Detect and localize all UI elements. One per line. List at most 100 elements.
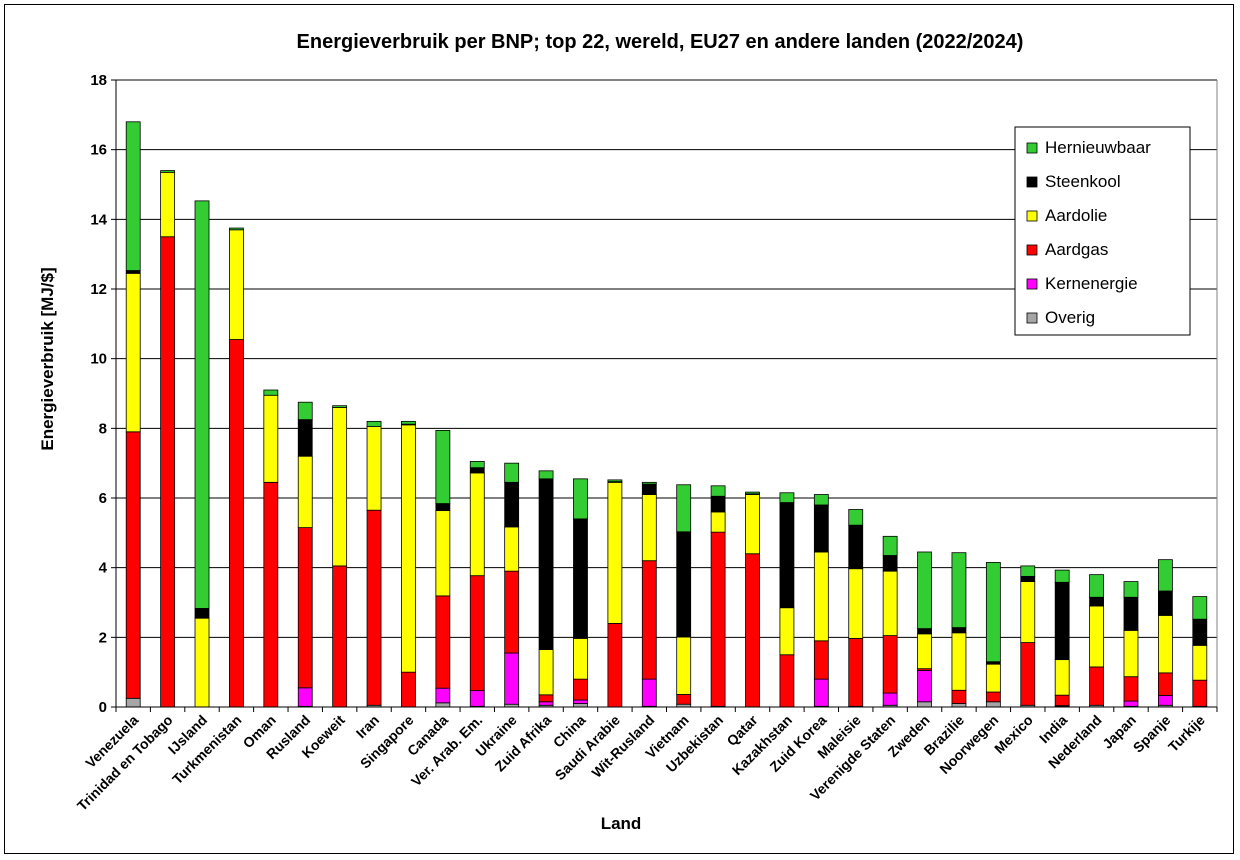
bar-segment-hernieuwbaar [125, 121, 141, 271]
bar-segment-aardolie [194, 617, 210, 708]
bar-segment-kernenergie [882, 692, 898, 706]
bar-segment-aardgas [779, 654, 795, 708]
bar-segment-overig [951, 703, 967, 708]
bar-segment-aardolie [676, 636, 692, 695]
bar-segment-hernieuwbaar [332, 405, 348, 408]
bar-segment-aardgas [1089, 666, 1104, 706]
bar-segment-kernenergie [1157, 695, 1173, 706]
bar-segment-aardgas [1054, 694, 1070, 707]
bar-segment-aardolie [641, 494, 657, 562]
x-tick-label: Mexico [991, 712, 1036, 757]
bar-chart: Energieverbruik per BNP; top 22, wereld,… [38, 31, 1218, 833]
y-tick-labels: 0 2 4 6 8 10 12 14 16 18 [90, 72, 107, 716]
bar-segment-aardgas [366, 509, 382, 706]
bar-segment-aardolie [125, 272, 141, 433]
legend-label-steenkool: Steenkool [1045, 172, 1121, 191]
legend-label-aardgas: Aardgas [1045, 240, 1108, 259]
bar-segment-aardgas [882, 635, 898, 694]
bar-segment-steenkool [504, 481, 520, 528]
legend-swatch-aardgas [1026, 244, 1038, 256]
bar-segment-aardgas [641, 560, 657, 680]
bar-segment-hernieuwbaar [779, 492, 795, 503]
bar-segment-aardgas [676, 694, 692, 705]
bar-segment-aardgas [848, 637, 864, 707]
bar-segment-aardolie [366, 426, 382, 511]
bar-segment-hernieuwbaar [676, 484, 692, 533]
bar-segment-aardgas [985, 691, 1001, 703]
bar-segment-hernieuwbaar [641, 481, 657, 485]
bar-segment-aardolie [160, 171, 176, 238]
legend-box [1014, 126, 1191, 336]
bar-segment-overig [435, 702, 451, 708]
bar-segment-hernieuwbaar [263, 389, 279, 396]
bar-segment-hernieuwbaar [401, 420, 416, 425]
bar-segment-overig [573, 703, 588, 708]
bar-segment-aardgas [125, 431, 141, 699]
axes [111, 79, 1218, 712]
bar-segment-hernieuwbaar [1123, 581, 1139, 598]
bar-segment-hernieuwbaar [160, 170, 176, 173]
bar-segment-aardolie [1123, 629, 1139, 678]
bar-segment-aardolie [710, 511, 726, 533]
bar-segment-aardgas [1020, 642, 1036, 706]
bar-segment-aardolie [263, 394, 279, 483]
bar-segment-steenkool [848, 524, 864, 570]
bar-segment-aardolie [985, 663, 1001, 693]
legend-label-hernieuwbaar: Hernieuwbaar [1045, 138, 1151, 157]
bar-segment-aardgas [435, 595, 451, 689]
bar-segment-overig [985, 701, 1001, 708]
bar-segment-aardgas [573, 678, 588, 701]
legend-swatch-kernenergie [1026, 278, 1038, 290]
bar-segment-kernenergie [435, 687, 451, 704]
bar-segment-hernieuwbaar [607, 479, 623, 483]
bar-segment-aardolie [401, 424, 416, 673]
legend-swatch-aardolie [1026, 210, 1038, 222]
bar-segment-steenkool [573, 518, 588, 639]
y-tick-label: 4 [99, 560, 108, 577]
bar-segment-aardolie [538, 649, 554, 696]
y-tick-label: 14 [90, 211, 107, 228]
bar-segment-steenkool [917, 628, 932, 635]
bar-segment-overig [125, 697, 141, 708]
bar-segment-hernieuwbaar [194, 200, 210, 609]
bar-segment-hernieuwbaar [985, 562, 1001, 663]
bar-segment-hernieuwbaar [1089, 574, 1104, 598]
bar-segment-aardolie [435, 510, 451, 597]
bar-segment-aardolie [469, 472, 485, 577]
bar-segment-kernenergie [504, 652, 520, 705]
bar-segment-steenkool [1157, 590, 1173, 616]
bar-segment-hernieuwbaar [469, 461, 485, 469]
bar-segment-hernieuwbaar [1020, 565, 1036, 577]
bar-segment-aardolie [951, 632, 967, 691]
y-tick-label: 6 [99, 490, 107, 507]
bar-segment-kernenergie [538, 701, 554, 706]
bar-segment-aardgas [401, 671, 416, 708]
bar-segment-steenkool [676, 531, 692, 638]
bar-segment-steenkool [641, 483, 657, 495]
bar-segment-aardgas [1123, 676, 1139, 702]
x-tick-label: Turkije [1165, 712, 1208, 755]
bar-segment-aardgas [813, 640, 829, 680]
bar-segment-kernenergie [1123, 700, 1139, 707]
bar-segment-steenkool [710, 495, 726, 513]
bar-segment-hernieuwbaar [1157, 559, 1173, 592]
bar-segment-kernenergie [297, 687, 313, 707]
bar-segment-aardolie [779, 607, 795, 656]
bar-segment-aardolie [229, 229, 244, 340]
bar-segment-hernieuwbaar [813, 494, 829, 506]
bar-segment-steenkool [1020, 575, 1036, 582]
bar-segment-aardolie [882, 570, 898, 636]
legend-swatch-overig [1026, 312, 1038, 324]
bar-segment-hernieuwbaar [435, 430, 451, 504]
legend-label-overig: Overig [1045, 308, 1095, 327]
y-tick-label: 18 [90, 72, 107, 89]
bar-segment-hernieuwbaar [1192, 596, 1208, 620]
bar-segment-hernieuwbaar [504, 462, 520, 483]
legend: Hernieuwbaar Steenkool Aardolie Aardgas Kern… [1014, 126, 1191, 336]
chart-frame: Energieverbruik per BNP; top 22, wereld,… [4, 4, 1234, 854]
bar-segment-hernieuwbaar [229, 227, 244, 231]
bar-segment-steenkool [882, 555, 898, 572]
bar-segment-aardgas [538, 694, 554, 703]
bar-segment-hernieuwbaar [848, 509, 864, 526]
bar-segment-aardgas [504, 570, 520, 654]
